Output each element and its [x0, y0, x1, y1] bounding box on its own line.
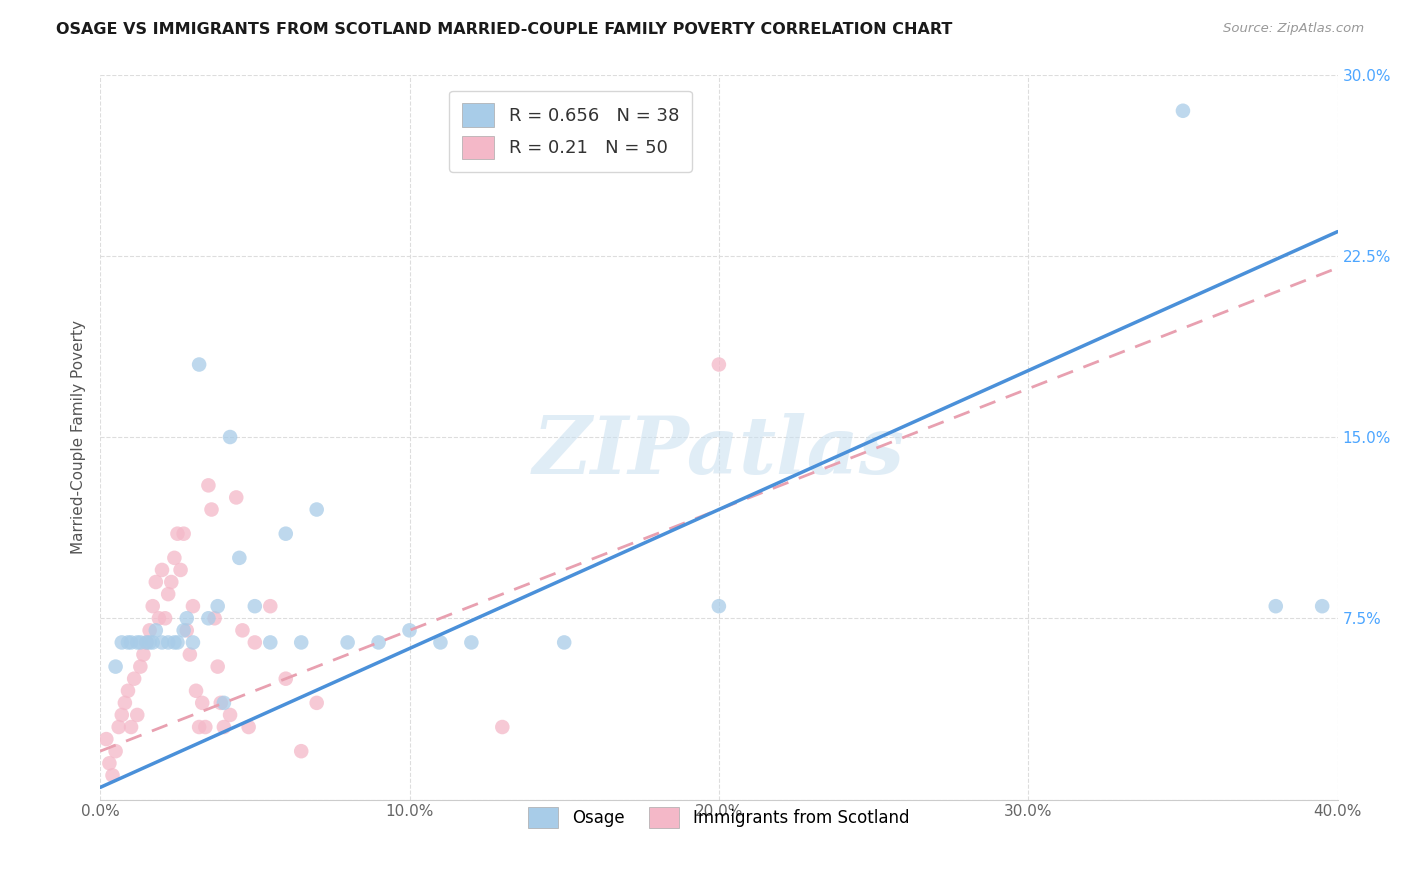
Point: [225, 491, 247, 505]
Point: [1171, 103, 1194, 118]
Point: [173, 624, 195, 638]
Text: OSAGE VS IMMIGRANTS FROM SCOTLAND MARRIED-COUPLE FAMILY POVERTY CORRELATION CHAR: OSAGE VS IMMIGRANTS FROM SCOTLAND MARRIE…: [56, 22, 953, 37]
Point: [138, 624, 160, 638]
Point: [274, 672, 297, 686]
Point: [274, 526, 297, 541]
Point: [129, 659, 152, 673]
Point: [231, 624, 253, 638]
Point: [212, 696, 235, 710]
Point: [117, 635, 139, 649]
Point: [150, 563, 173, 577]
Point: [153, 611, 176, 625]
Point: [491, 720, 513, 734]
Point: [135, 635, 157, 649]
Point: [194, 720, 217, 734]
Point: [219, 430, 242, 444]
Point: [166, 635, 188, 649]
Point: [336, 635, 359, 649]
Point: [157, 635, 180, 649]
Point: [101, 768, 124, 782]
Point: [204, 611, 226, 625]
Point: [209, 696, 232, 710]
Point: [305, 502, 328, 516]
Point: [1310, 599, 1333, 614]
Point: [188, 358, 211, 372]
Point: [96, 732, 118, 747]
Point: [132, 648, 155, 662]
Point: [135, 635, 157, 649]
Point: [259, 635, 281, 649]
Point: [460, 635, 482, 649]
Point: [104, 744, 127, 758]
Point: [228, 550, 250, 565]
Point: [163, 635, 186, 649]
Point: [117, 683, 139, 698]
Point: [142, 599, 165, 614]
Point: [98, 756, 121, 771]
Y-axis label: Married-Couple Family Poverty: Married-Couple Family Poverty: [72, 320, 86, 554]
Point: [243, 635, 266, 649]
Point: [553, 635, 575, 649]
Point: [111, 708, 134, 723]
Point: [238, 720, 260, 734]
Point: [429, 635, 451, 649]
Point: [107, 720, 129, 734]
Point: [197, 478, 219, 492]
Point: [127, 708, 149, 723]
Point: [179, 648, 201, 662]
Point: [169, 563, 191, 577]
Point: [157, 587, 180, 601]
Point: [184, 683, 207, 698]
Point: [148, 611, 170, 625]
Point: [207, 599, 229, 614]
Point: [120, 635, 142, 649]
Point: [145, 574, 167, 589]
Point: [1264, 599, 1286, 614]
Point: [138, 635, 160, 649]
Point: [176, 611, 198, 625]
Point: [104, 659, 127, 673]
Point: [707, 599, 730, 614]
Point: [150, 635, 173, 649]
Point: [290, 744, 312, 758]
Point: [114, 696, 136, 710]
Point: [181, 599, 204, 614]
Point: [120, 720, 142, 734]
Point: [200, 502, 222, 516]
Point: [212, 720, 235, 734]
Point: [219, 708, 242, 723]
Point: [142, 635, 165, 649]
Point: [367, 635, 389, 649]
Point: [129, 635, 152, 649]
Point: [145, 624, 167, 638]
Point: [207, 659, 229, 673]
Point: [127, 635, 149, 649]
Point: [181, 635, 204, 649]
Point: [707, 358, 730, 372]
Point: [290, 635, 312, 649]
Point: [111, 635, 134, 649]
Text: Source: ZipAtlas.com: Source: ZipAtlas.com: [1223, 22, 1364, 36]
Point: [259, 599, 281, 614]
Text: ZIPatlas: ZIPatlas: [533, 413, 905, 491]
Point: [305, 696, 328, 710]
Point: [160, 574, 183, 589]
Point: [176, 624, 198, 638]
Point: [191, 696, 214, 710]
Point: [122, 672, 145, 686]
Point: [243, 599, 266, 614]
Point: [398, 624, 420, 638]
Point: [173, 526, 195, 541]
Point: [188, 720, 211, 734]
Point: [197, 611, 219, 625]
Legend: Osage, Immigrants from Scotland: Osage, Immigrants from Scotland: [522, 800, 915, 835]
Point: [163, 550, 186, 565]
Point: [166, 526, 188, 541]
